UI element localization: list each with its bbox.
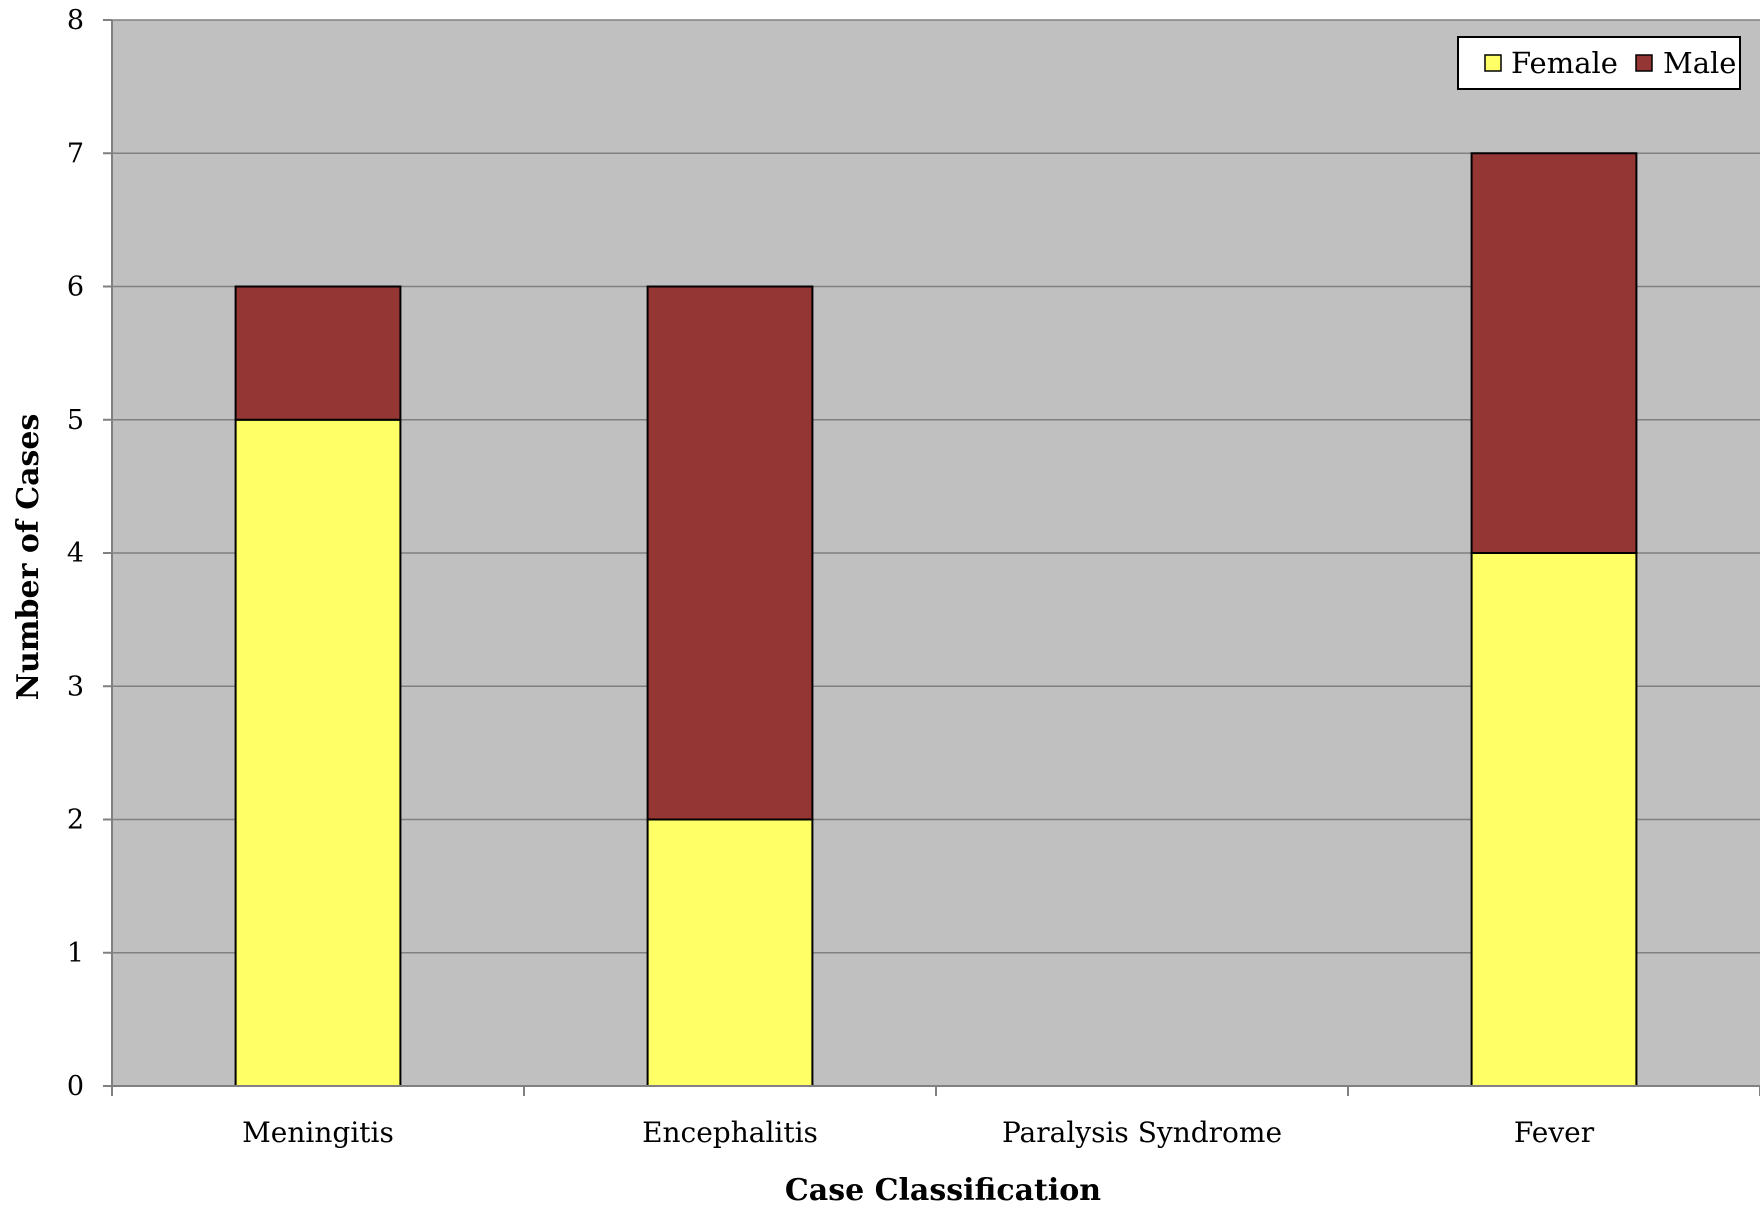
y-tick-label: 8 [67, 5, 84, 36]
bar-female-encephalitis [646, 818, 814, 1087]
y-tick-label: 6 [67, 272, 84, 303]
bars [234, 152, 1638, 1087]
y-tick-label: 4 [67, 538, 84, 569]
bar-male-meningitis [234, 285, 402, 421]
legend-label-female: Female [1511, 46, 1618, 80]
legend-swatch-male [1635, 54, 1653, 72]
x-tick-label: Encephalitis [642, 1116, 818, 1149]
x-tick-label: Meningitis [242, 1116, 394, 1149]
bar-male-fever [1470, 152, 1638, 554]
y-tick-label: 0 [67, 1071, 84, 1102]
legend-box [1457, 36, 1741, 90]
y-tick-label: 3 [67, 671, 84, 702]
x-tick-label: Fever [1514, 1116, 1595, 1149]
y-tick-label: 1 [67, 938, 84, 969]
legend: Female Male [1457, 36, 1741, 90]
x-tick-label: Paralysis Syndrome [1002, 1116, 1282, 1149]
bar-male-encephalitis [646, 285, 814, 821]
y-tick-label: 5 [67, 405, 84, 436]
legend-label-male: Male [1663, 46, 1736, 80]
x-axis-ticks: Meningitis Encephalitis Paralysis Syndrome… [111, 1086, 1760, 1149]
y-axis-title: Number of Cases [11, 414, 46, 701]
y-tick-label: 2 [67, 805, 84, 836]
y-axis-ticks: 0 1 2 3 4 5 6 7 8 [67, 5, 112, 1102]
bar-female-meningitis [234, 418, 402, 1087]
y-tick-label: 7 [67, 138, 84, 169]
x-axis-title: Case Classification [785, 1173, 1101, 1208]
legend-swatch-female [1484, 54, 1502, 72]
bar-female-fever [1470, 552, 1638, 1087]
